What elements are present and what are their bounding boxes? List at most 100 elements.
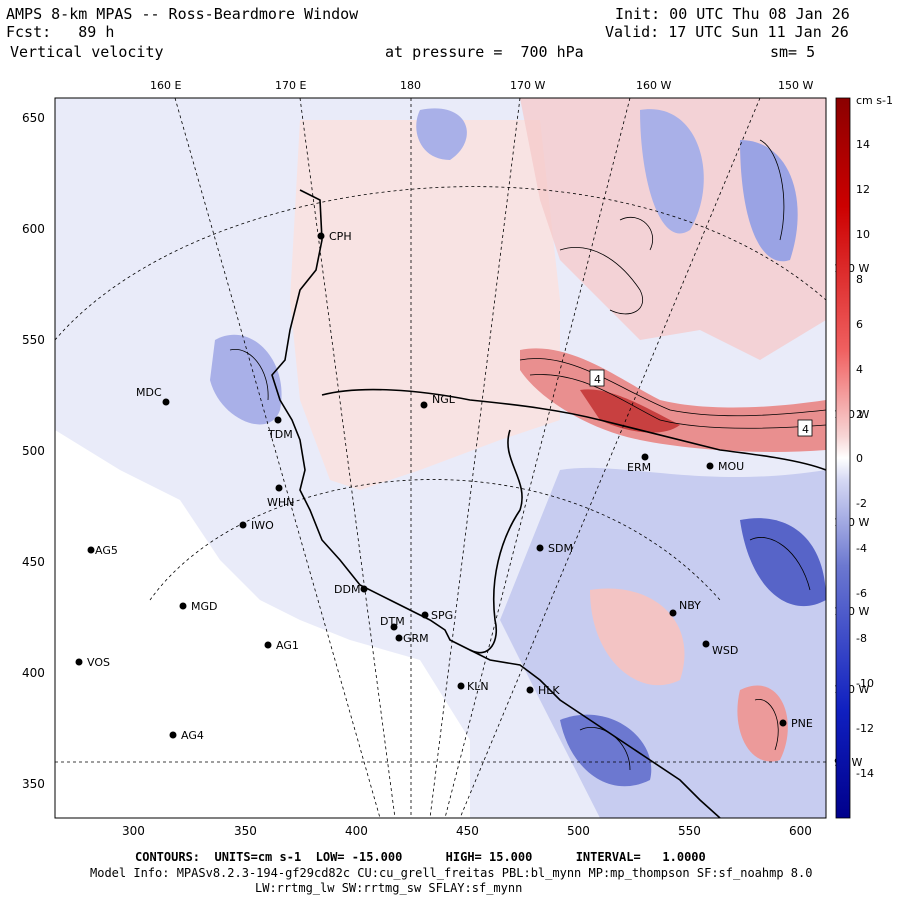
init-time: Init: 00 UTC Thu 08 Jan 26 bbox=[615, 5, 850, 23]
contour-label-box bbox=[589, 369, 605, 387]
graticule bbox=[55, 98, 826, 818]
x-tick: 500 bbox=[567, 824, 590, 838]
contour-label: 4 bbox=[594, 373, 601, 386]
map-frame bbox=[54, 97, 827, 819]
station-label-dtm: DTM bbox=[380, 615, 405, 628]
colorbar-units: cm s-1 bbox=[856, 94, 893, 107]
y-tick: 650 bbox=[22, 111, 45, 125]
x-tick: 300 bbox=[122, 824, 145, 838]
colorbar-label: -6 bbox=[856, 587, 867, 600]
station-marker-whn bbox=[275, 484, 283, 492]
station-label-mdc: MDC bbox=[136, 386, 162, 399]
lon-label: 150 W bbox=[778, 79, 813, 92]
model-info: Model Info: MPASv8.2.3-194-gf29cd82c CU:… bbox=[90, 866, 813, 880]
station-label-iwo: IWO bbox=[251, 519, 274, 532]
shelf-positive-area bbox=[290, 120, 560, 490]
lon-label: 170 E bbox=[275, 79, 306, 92]
station-marker-erm bbox=[641, 453, 649, 461]
upper-negative-patch bbox=[740, 140, 798, 262]
y-tick: 400 bbox=[22, 666, 45, 680]
y-tick: 500 bbox=[22, 444, 45, 458]
station-marker-dtm bbox=[390, 623, 398, 631]
colorbar-labels: 14 12 10 8 6 4 2 0 -2 -4 -6 -8 -10 -12 -… bbox=[856, 138, 874, 780]
lon-label: 160 E bbox=[150, 79, 181, 92]
station-marker-grm bbox=[395, 634, 403, 642]
contour-lines bbox=[229, 139, 826, 771]
colorbar-label: -14 bbox=[856, 767, 874, 780]
station-label-ddm: DDM bbox=[334, 583, 360, 596]
chart-title: AMPS 8-km MPAS -- Ross-Beardmore Window bbox=[6, 5, 359, 23]
colorbar-label: -8 bbox=[856, 632, 867, 645]
station-marker-wsd bbox=[702, 640, 710, 648]
station-label-vos: VOS bbox=[87, 656, 110, 669]
x-tick: 350 bbox=[234, 824, 257, 838]
station-marker-mdc bbox=[162, 398, 170, 406]
station-label-ag5: AG5 bbox=[95, 544, 118, 557]
lower-positive-patch bbox=[737, 685, 788, 762]
lon-label: 180 bbox=[400, 79, 421, 92]
station-marker-ag5 bbox=[87, 546, 95, 554]
pressure-level: at pressure = 700 hPa bbox=[385, 43, 584, 61]
valid-time: Valid: 17 UTC Sun 11 Jan 26 bbox=[605, 23, 849, 41]
x-tick: 450 bbox=[456, 824, 479, 838]
upper-negative-patch bbox=[416, 108, 467, 160]
colorbar-label: 6 bbox=[856, 318, 863, 331]
colorbar-label: 2 bbox=[856, 408, 863, 421]
station-marker-spg bbox=[421, 611, 429, 619]
station-marker-kln bbox=[457, 682, 465, 690]
colorbar-label: -4 bbox=[856, 542, 867, 555]
no-data-region bbox=[55, 430, 470, 818]
station-label-tdm: TDM bbox=[267, 428, 293, 441]
y-tick: 550 bbox=[22, 333, 45, 347]
station-label-ngl: NGL bbox=[432, 393, 456, 406]
station-label-nby: NBY bbox=[679, 599, 701, 612]
station-label-spg: SPG bbox=[431, 609, 453, 622]
x-tick: 600 bbox=[789, 824, 812, 838]
y-tick: 600 bbox=[22, 222, 45, 236]
station-marker-vos bbox=[75, 658, 83, 666]
lower-positive-patch bbox=[590, 588, 685, 686]
station-label-whn: WHN bbox=[267, 496, 294, 509]
station-marker-ddm bbox=[360, 585, 368, 593]
colorbar bbox=[835, 97, 851, 819]
colorbar-label: 8 bbox=[856, 273, 863, 286]
map-area: 4 4 bbox=[55, 98, 826, 818]
station-marker-ngl bbox=[420, 401, 428, 409]
station-label-mgd: MGD bbox=[191, 600, 218, 613]
station-label-pne: PNE bbox=[791, 717, 813, 730]
contour-label-box bbox=[797, 419, 813, 437]
colorbar-label: 12 bbox=[856, 183, 870, 196]
lon-label: 170 W bbox=[510, 79, 545, 92]
station-label-erm: ERM bbox=[627, 461, 651, 474]
station-label-kln: KLN bbox=[467, 680, 489, 693]
colorbar-label: 10 bbox=[856, 228, 870, 241]
x-axis-ticks: 300 350 400 450 500 550 600 bbox=[122, 824, 812, 838]
colorbar-label: 4 bbox=[856, 363, 863, 376]
top-longitude-labels: 160 E 170 E 180 170 W 160 W 150 W bbox=[150, 79, 813, 92]
station-marker-mou bbox=[706, 462, 714, 470]
station-label-cph: CPH bbox=[329, 230, 352, 243]
coastline-west bbox=[271, 189, 721, 818]
colorbar-label: 0 bbox=[856, 452, 863, 465]
colorbar-label: -12 bbox=[856, 722, 874, 735]
station-marker-mgd bbox=[179, 602, 187, 610]
x-tick: 400 bbox=[345, 824, 368, 838]
colorbar-label: -10 bbox=[856, 677, 874, 690]
grounding-line bbox=[469, 429, 523, 654]
west-negative-patch bbox=[210, 334, 282, 425]
colorbar-label: -2 bbox=[856, 497, 867, 510]
station-marker-nby bbox=[669, 609, 677, 617]
station-label-mou: MOU bbox=[718, 460, 744, 473]
y-tick: 350 bbox=[22, 777, 45, 791]
station-marker-sdm bbox=[536, 544, 544, 552]
y-axis-ticks: 650 600 550 500 450 400 350 bbox=[22, 111, 45, 791]
station-label-ag1: AG1 bbox=[276, 639, 299, 652]
contour-label: 4 bbox=[802, 423, 809, 436]
variable-name: Vertical velocity bbox=[10, 43, 164, 61]
station-marker-ag4 bbox=[169, 731, 177, 739]
colorbar-label: 14 bbox=[856, 138, 870, 151]
smoothing-value: sm= 5 bbox=[770, 43, 816, 61]
station-label-ag4: AG4 bbox=[181, 729, 204, 742]
station-marker-hlk bbox=[526, 686, 534, 694]
